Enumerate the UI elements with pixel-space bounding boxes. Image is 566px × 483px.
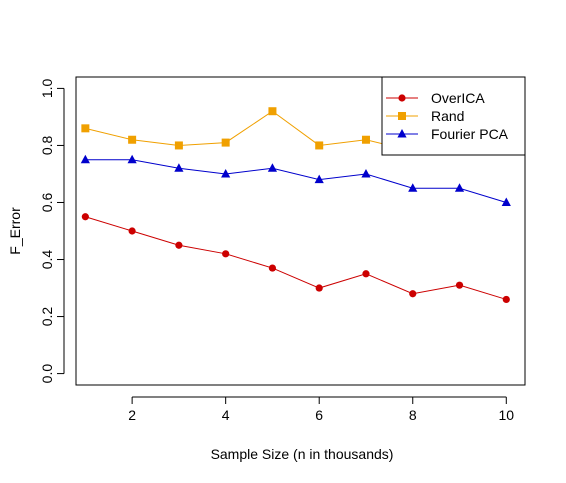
legend-label-overica: OverICA bbox=[431, 90, 485, 106]
y-axis: 0.0 0.2 0.4 0.6 0.8 1.0 bbox=[39, 78, 65, 384]
y-tick-label: 0.4 bbox=[39, 250, 55, 270]
x-axis: 2 4 6 8 10 bbox=[128, 396, 515, 423]
data-point-overica bbox=[315, 284, 323, 292]
legend-item-fourier-pca: Fourier PCA bbox=[386, 126, 509, 142]
data-point-fourier-pca bbox=[408, 183, 418, 192]
data-point-overica bbox=[175, 241, 183, 249]
legend: OverICA Rand Fourier PCA bbox=[381, 76, 526, 156]
legend-item-rand: Rand bbox=[386, 108, 464, 124]
data-point-overica bbox=[222, 250, 230, 258]
data-point-fourier-pca bbox=[174, 163, 184, 172]
legend-marker-fourier-pca bbox=[397, 129, 407, 138]
series-line-fourier-pca bbox=[85, 159, 507, 203]
y-tick-label: 0.2 bbox=[39, 307, 55, 327]
data-point-overica bbox=[409, 290, 417, 298]
data-point-rand bbox=[81, 124, 90, 133]
plot-frame bbox=[75, 76, 526, 386]
data-point-overica bbox=[362, 270, 370, 278]
data-point-overica bbox=[81, 213, 89, 221]
y-axis-title: F_Error bbox=[7, 207, 23, 255]
data-point-fourier-pca bbox=[361, 168, 371, 178]
data-point-fourier-pca bbox=[80, 154, 90, 164]
data-point-fourier-pca bbox=[314, 174, 324, 184]
series-fourier-pca bbox=[80, 154, 511, 206]
data-point-fourier-pca bbox=[267, 163, 278, 172]
legend-label-fourier-pca: Fourier PCA bbox=[431, 126, 509, 142]
data-point-rand bbox=[221, 138, 230, 147]
data-point-overica bbox=[502, 295, 510, 304]
data-point-fourier-pca bbox=[127, 154, 137, 164]
data-point-fourier-pca bbox=[454, 183, 465, 192]
data-point-overica bbox=[268, 264, 277, 272]
data-point-rand bbox=[268, 107, 277, 116]
y-tick-label: 0.8 bbox=[39, 136, 55, 156]
x-tick-label: 6 bbox=[315, 407, 323, 423]
x-axis-title: Sample Size (n in thousands) bbox=[211, 446, 394, 462]
y-tick-label: 0.6 bbox=[39, 193, 55, 213]
y-tick-label: 0.0 bbox=[39, 364, 55, 384]
legend-item-overica: OverICA bbox=[386, 90, 485, 106]
x-tick-label: 2 bbox=[128, 407, 136, 423]
y-tick-label: 1.0 bbox=[39, 78, 55, 98]
x-tick-label: 8 bbox=[409, 407, 417, 423]
legend-marker-overica bbox=[398, 94, 406, 102]
data-point-overica bbox=[455, 281, 464, 289]
data-point-rand bbox=[128, 135, 137, 144]
data-point-rand bbox=[315, 141, 324, 150]
data-point-fourier-pca bbox=[501, 197, 511, 206]
data-point-overica bbox=[128, 227, 136, 235]
legend-label-rand: Rand bbox=[431, 108, 464, 124]
data-point-rand bbox=[361, 135, 370, 144]
legend-marker-rand bbox=[398, 112, 406, 120]
x-tick-label: 10 bbox=[499, 407, 515, 423]
data-point-rand bbox=[174, 141, 183, 150]
x-tick-label: 4 bbox=[222, 407, 230, 423]
series-overica bbox=[81, 213, 510, 304]
data-point-fourier-pca bbox=[221, 168, 231, 178]
series-line-overica bbox=[85, 216, 507, 300]
